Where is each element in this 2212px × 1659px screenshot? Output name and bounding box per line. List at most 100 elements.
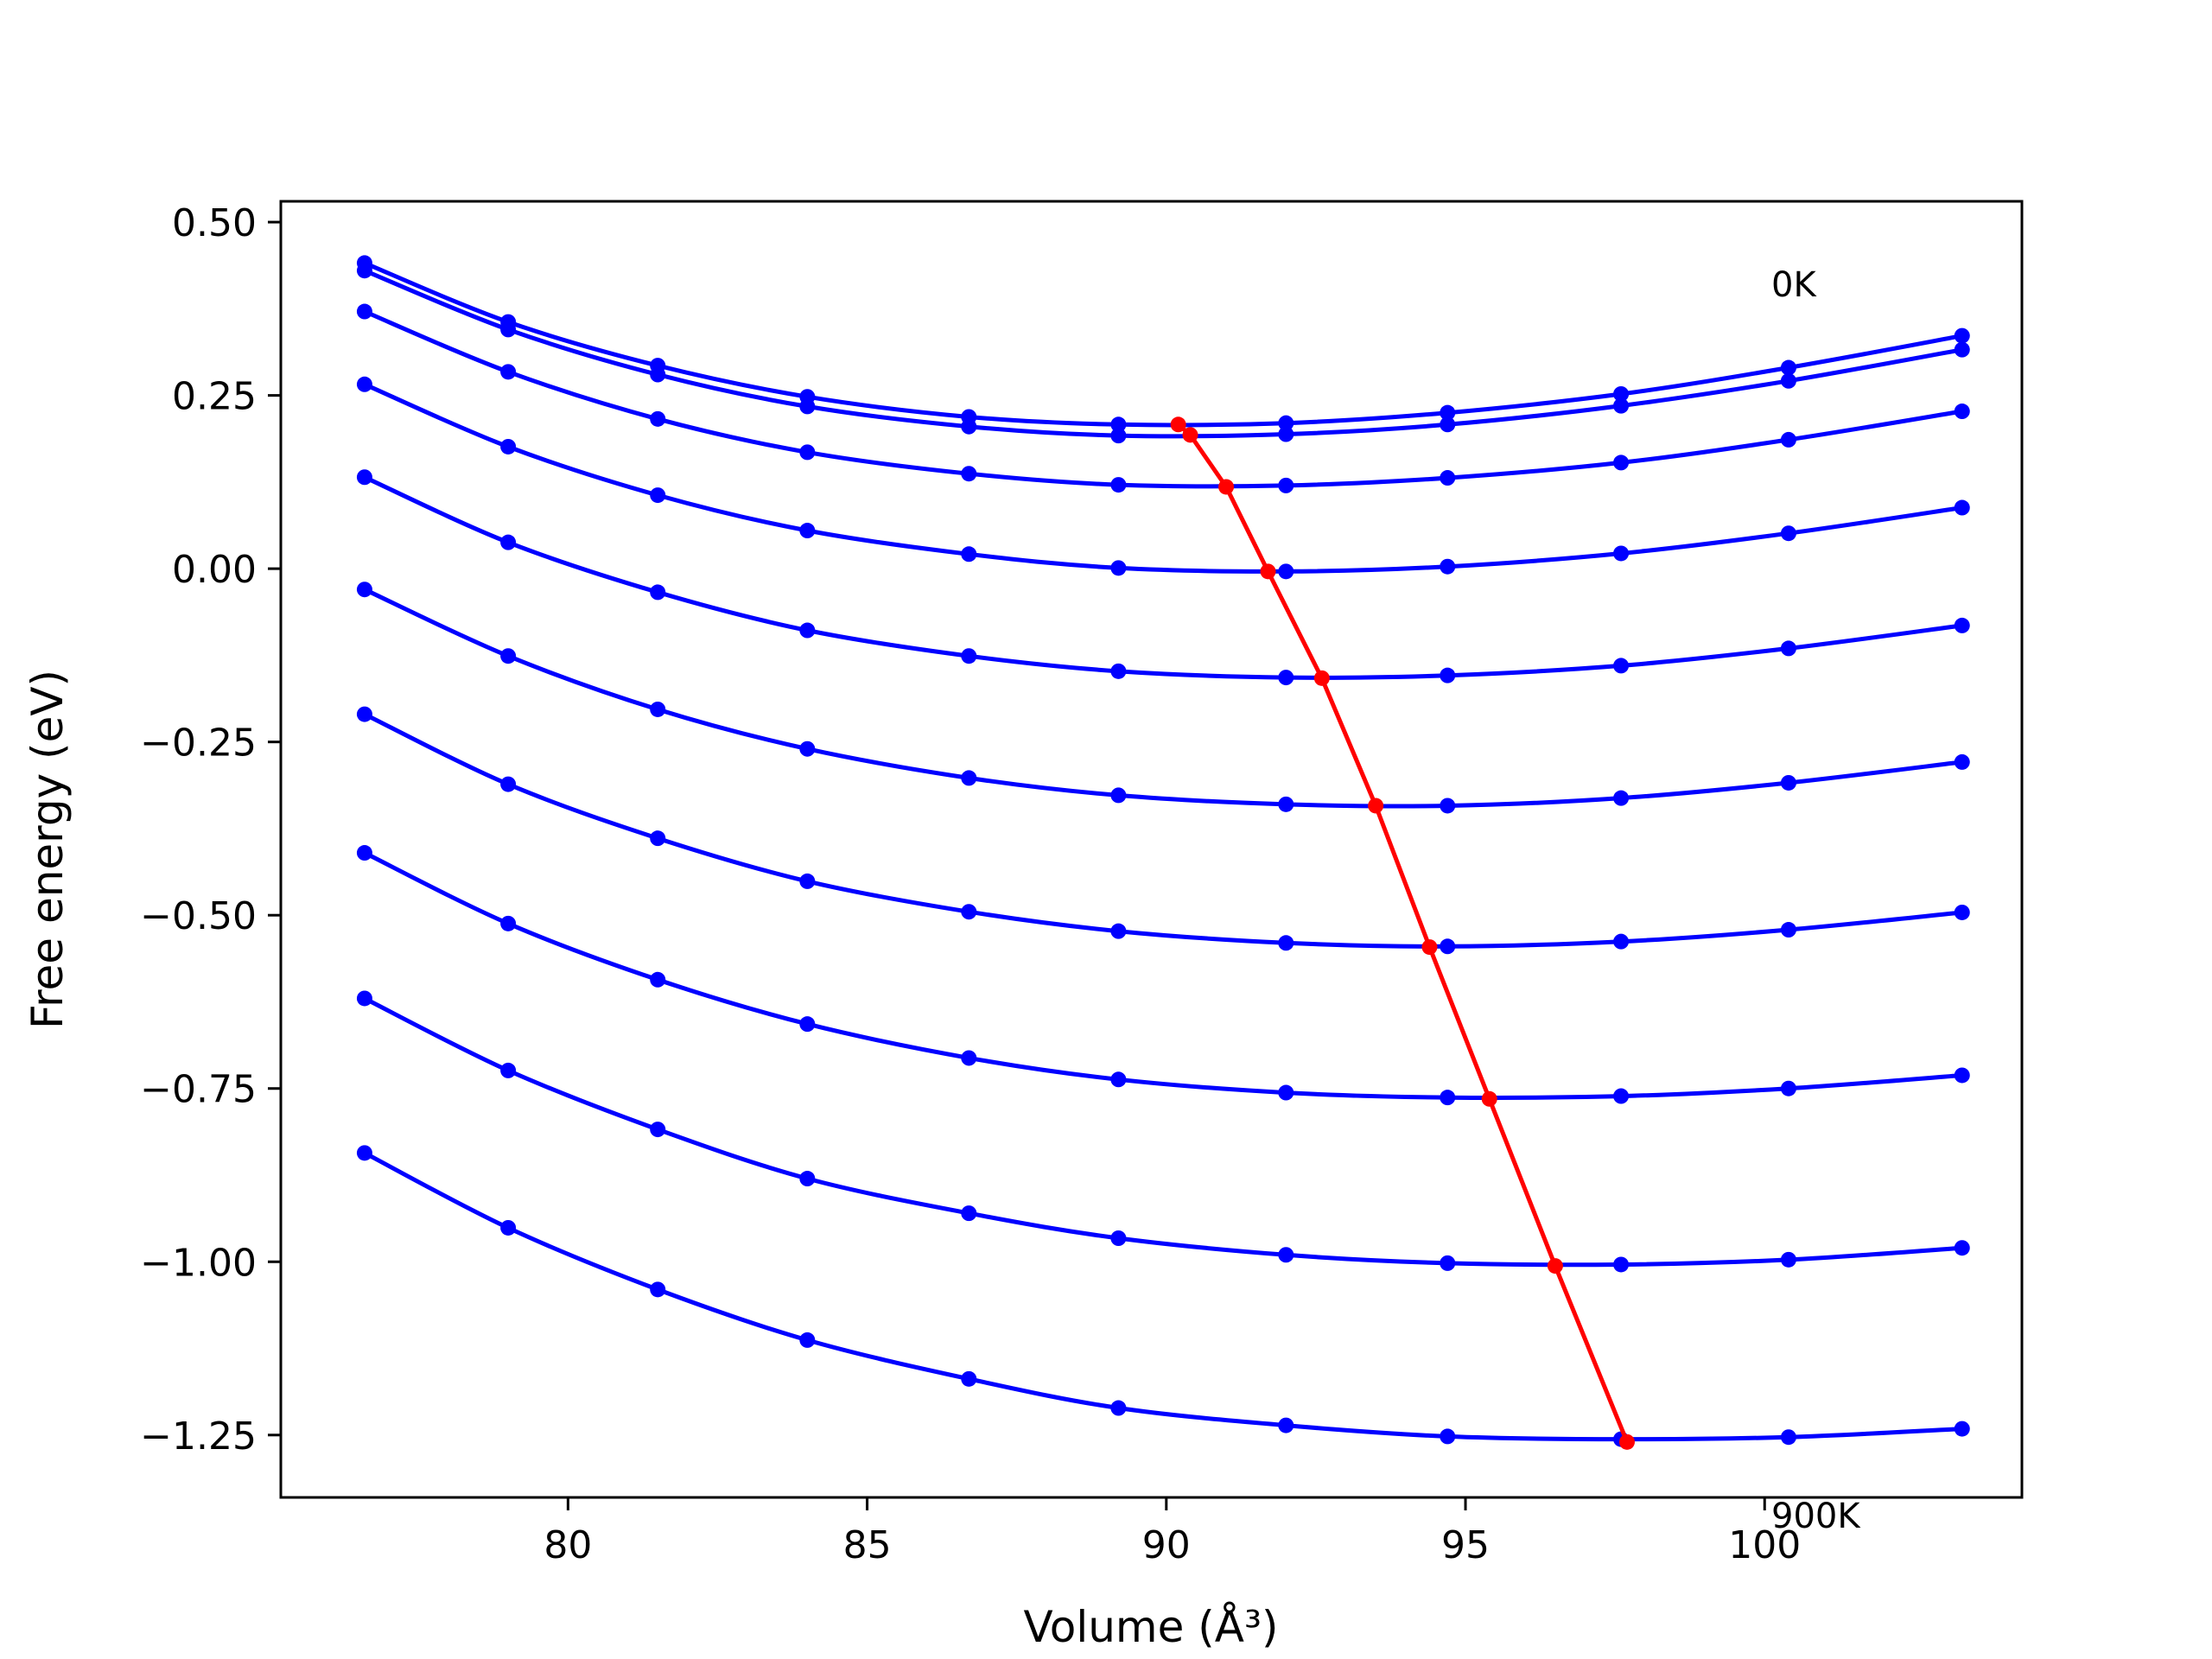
minimum-point-1	[1182, 427, 1198, 443]
series-5-point-0	[356, 582, 372, 598]
series-8-point-9	[1780, 1251, 1796, 1268]
series-7-point-3	[799, 1016, 816, 1033]
series-6-point-7	[1440, 938, 1456, 955]
y-tick-label-1: 0.25	[172, 375, 257, 419]
y-axis-label: Free energy (eV)	[22, 670, 73, 1029]
annotation-900k: 900K	[1771, 1497, 1861, 1536]
series-9-point-7	[1440, 1428, 1456, 1445]
series-7-point-9	[1780, 1080, 1796, 1096]
series-7-point-4	[961, 1050, 977, 1066]
annotation-0k: 0K	[1771, 265, 1817, 305]
series-3-point-0	[356, 376, 372, 392]
series-6-point-6	[1278, 935, 1294, 951]
series-1-point-10	[1954, 341, 1970, 358]
series-2-point-8	[1613, 454, 1630, 471]
minimum-line	[1177, 423, 1630, 1443]
series-0-point-7	[1440, 404, 1456, 421]
series-9-point-0	[356, 1145, 372, 1161]
x-tick-label-2: 90	[1142, 1523, 1191, 1567]
series-6-point-2	[650, 830, 666, 847]
x-tick-label-0: 80	[543, 1523, 592, 1567]
series-0-point-9	[1780, 359, 1796, 376]
series-3-point-1	[500, 438, 517, 454]
minimum-point-7	[1481, 1090, 1497, 1107]
series-9-point-10	[1954, 1421, 1970, 1437]
series-0-point-6	[1278, 415, 1294, 431]
series-8-point-5	[1110, 1230, 1127, 1246]
series-9-point-5	[1110, 1400, 1127, 1416]
series-1-point-4	[961, 418, 977, 435]
minimum-point-6	[1421, 939, 1438, 956]
series-6-point-10	[1954, 904, 1970, 920]
minimum-point-3	[1260, 563, 1276, 580]
series-9-point-3	[799, 1332, 816, 1348]
series-5-point-7	[1440, 798, 1456, 814]
series-2-point-0	[356, 303, 372, 320]
x-tick-label-4: 100	[1728, 1523, 1801, 1567]
minimum-curve-layer	[1170, 416, 1635, 1450]
x-axis-label: Volume (Å³)	[1023, 1602, 1278, 1652]
series-9-point-2	[650, 1281, 666, 1298]
series-8-point-3	[799, 1171, 816, 1187]
series-8-point-0	[356, 990, 372, 1007]
series-4-point-9	[1780, 640, 1796, 657]
series-5-point-4	[961, 770, 977, 786]
series-3-point-5	[1110, 560, 1127, 576]
plot-frame	[279, 200, 2024, 1499]
y-tick-label-2: 0.00	[172, 548, 257, 592]
minimum-point-9	[1618, 1433, 1635, 1450]
series-5-point-1	[500, 648, 517, 664]
series-2-point-5	[1110, 477, 1127, 493]
series-2-point-2	[650, 410, 666, 427]
series-9-point-6	[1278, 1417, 1294, 1433]
series-5-point-3	[799, 741, 816, 757]
y-tick-label-5: −0.75	[140, 1068, 257, 1112]
series-3-point-10	[1954, 499, 1970, 516]
series-2-point-1	[500, 364, 517, 380]
series-3-point-4	[961, 546, 977, 563]
series-9-point-1	[500, 1219, 517, 1236]
series-5-point-8	[1613, 790, 1630, 806]
series-5-point-5	[1110, 787, 1127, 804]
series-8-point-4	[961, 1205, 977, 1222]
series-4-point-3	[799, 622, 816, 639]
series-8-point-2	[650, 1122, 666, 1138]
y-tick-label-7: −1.25	[140, 1414, 257, 1459]
series-3-point-3	[799, 523, 816, 539]
series-6-point-0	[356, 706, 372, 722]
series-7-point-5	[1110, 1071, 1127, 1088]
series-3-point-9	[1780, 525, 1796, 542]
series-4-point-6	[1278, 670, 1294, 686]
y-tick-label-3: −0.25	[140, 721, 257, 766]
x-tick-label-3: 95	[1441, 1523, 1490, 1567]
series-3-point-2	[650, 487, 666, 504]
series-2-point-3	[799, 444, 816, 461]
series-2-point-9	[1780, 431, 1796, 448]
series-2-point-6	[1278, 477, 1294, 493]
minimum-point-4	[1313, 670, 1330, 686]
minimum-point-2	[1218, 479, 1235, 495]
series-7-point-1	[500, 915, 517, 931]
series-1-point-6	[1278, 426, 1294, 442]
y-tick-label-0: 0.50	[172, 201, 257, 245]
series-1-point-1	[500, 321, 517, 338]
series-3-point-7	[1440, 558, 1456, 575]
series-8-point-7	[1440, 1255, 1456, 1271]
series-8-point-8	[1613, 1256, 1630, 1273]
series-5-point-2	[650, 701, 666, 717]
series-0-point-10	[1954, 327, 1970, 344]
x-axis: 80 85 90 95 100	[543, 1497, 1801, 1567]
series-4-point-10	[1954, 617, 1970, 633]
minimum-point-8	[1547, 1258, 1563, 1274]
series-8-point-6	[1278, 1247, 1294, 1263]
series-2-point-7	[1440, 470, 1456, 486]
series-9-point-9	[1780, 1429, 1796, 1446]
series-7-point-8	[1613, 1088, 1630, 1104]
series-7-point-6	[1278, 1084, 1294, 1101]
series-3-point-6	[1278, 563, 1294, 580]
curves-layer	[356, 255, 1970, 1447]
series-1-point-7	[1440, 416, 1456, 433]
series-4-point-4	[961, 648, 977, 664]
